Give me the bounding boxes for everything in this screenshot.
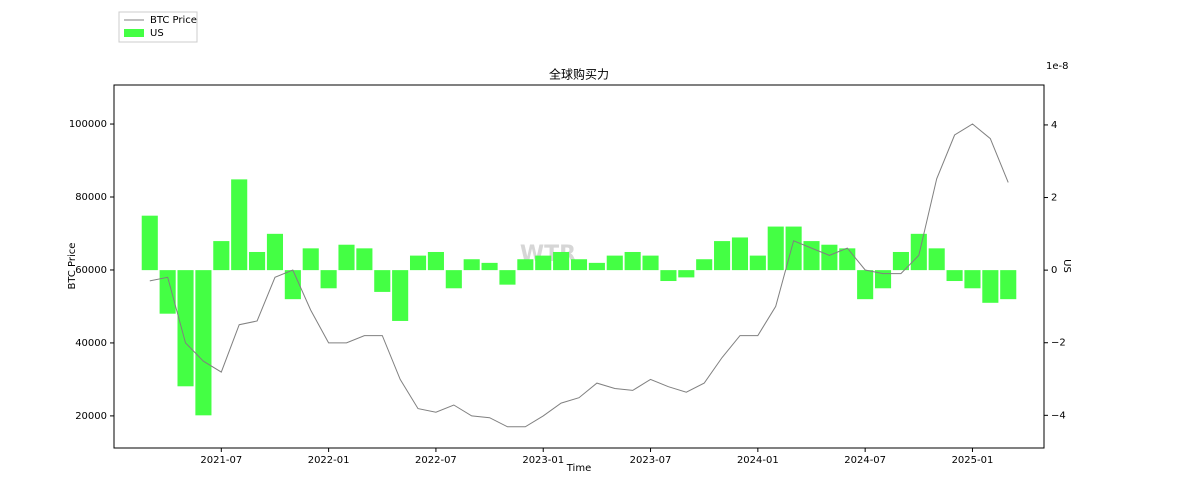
bar (839, 248, 856, 271)
x-axis-label: Time (566, 463, 591, 474)
bar (427, 251, 444, 271)
x-tick-label: 2023-07 (630, 455, 672, 466)
x-tick-label: 2025-01 (952, 455, 994, 466)
bar (481, 262, 498, 271)
y2-axis-label: US (1061, 259, 1072, 273)
bar (928, 248, 945, 271)
bar (535, 255, 552, 271)
bar (946, 270, 963, 282)
bar (660, 270, 677, 282)
bar (517, 259, 534, 271)
bar (266, 233, 284, 271)
bar (696, 259, 713, 271)
y2-offset-text: 1e-8 (1046, 61, 1069, 72)
x-tick-label: 2024-01 (737, 455, 779, 466)
bar (177, 270, 194, 387)
bar (767, 226, 784, 271)
bar (857, 270, 874, 300)
bar (356, 248, 373, 271)
y2-tick-label: 0 (1051, 265, 1057, 276)
bar (141, 215, 158, 271)
bar (821, 244, 838, 271)
bar (606, 255, 623, 271)
y-tick-label: 40000 (75, 338, 107, 349)
bar (302, 248, 319, 271)
bar (499, 270, 516, 285)
bar (749, 255, 766, 271)
price-line (149, 123, 1009, 428)
legend: BTC Price US (118, 11, 198, 43)
y2-tick-label: −4 (1051, 410, 1066, 421)
x-tick-label: 2021-07 (200, 455, 242, 466)
x-tick-label: 2023-01 (522, 455, 564, 466)
bar (874, 270, 892, 289)
bar (338, 244, 355, 271)
bar (678, 270, 695, 278)
bar (803, 241, 820, 271)
chart-title: 全球购买力 (549, 67, 609, 82)
y-tick-label: 20000 (75, 411, 107, 422)
bar (714, 241, 731, 271)
x-tick-label: 2024-07 (844, 455, 886, 466)
bar (553, 251, 570, 271)
y2-tick-label: 2 (1051, 193, 1057, 204)
legend-swatch (124, 29, 144, 37)
legend-label: BTC Price (150, 15, 197, 26)
bar (409, 255, 427, 271)
bar (982, 270, 999, 303)
legend-label: US (150, 28, 164, 39)
bar (892, 251, 909, 271)
bar (392, 270, 409, 321)
bar (463, 259, 480, 271)
bar (320, 270, 337, 289)
bar (570, 259, 588, 271)
bar (249, 251, 266, 271)
y-axis-label: BTC Price (67, 243, 78, 290)
y2-tick-label: −2 (1051, 338, 1066, 349)
bar (642, 255, 659, 271)
bar (910, 233, 927, 271)
bar (374, 270, 391, 292)
bar (1000, 270, 1017, 300)
bar (785, 226, 802, 271)
bar (624, 251, 641, 271)
bar (588, 262, 605, 271)
x-tick-label: 2022-01 (308, 455, 350, 466)
bar (445, 270, 462, 289)
y-tick-label: 60000 (75, 265, 107, 276)
y-tick-label: 100000 (69, 119, 107, 130)
bar (159, 270, 176, 314)
bar (195, 270, 212, 416)
plot-frame (113, 84, 1045, 449)
bar (964, 270, 981, 289)
bar (213, 241, 230, 271)
bar (731, 237, 749, 271)
y2-tick-label: 4 (1051, 120, 1057, 131)
y-tick-label: 80000 (75, 192, 107, 203)
bar (284, 270, 301, 300)
x-tick-label: 2022-07 (415, 455, 457, 466)
bar (231, 179, 248, 271)
